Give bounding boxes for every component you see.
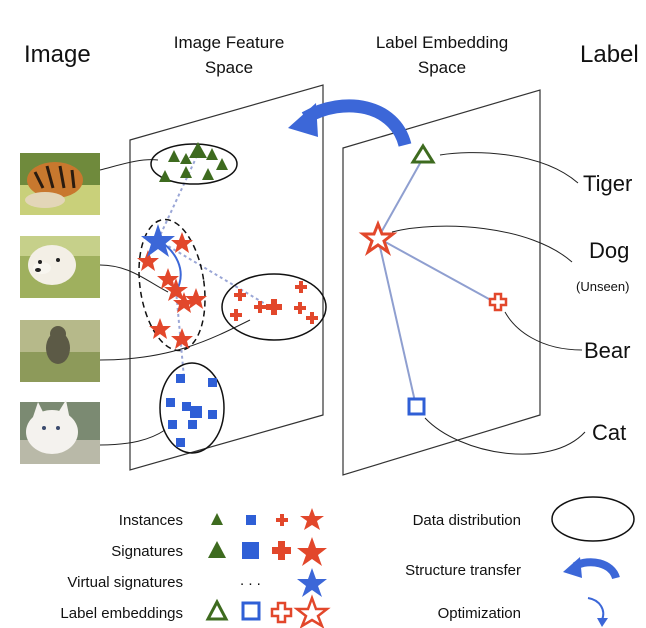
legend-virtual-dots: . . .: [240, 572, 261, 589]
cat-photo: [20, 400, 100, 464]
header-embedding-space-1: Label Embedding: [376, 33, 508, 52]
header-feature-space-1: Image Feature: [174, 33, 285, 52]
header-embedding-space-2: Space: [418, 58, 466, 77]
legend-embeddings-label: Label embeddings: [60, 605, 183, 622]
tiger-instances: [159, 148, 228, 182]
bear-embedding: [488, 292, 508, 312]
legend-distribution-ellipse: [551, 496, 635, 542]
header-label: Label: [580, 41, 639, 68]
legend-embedding-triangle: [205, 598, 229, 621]
legend-signature-triangle: [208, 541, 226, 558]
label-dog: Dog: [589, 238, 629, 263]
legend-structure-label: Structure transfer: [405, 562, 521, 579]
legend-instance-square: [246, 515, 256, 525]
bear-signature: [266, 299, 282, 315]
label-cat: Cat: [592, 420, 626, 445]
legend-virtual-label: Virtual signatures: [67, 574, 183, 591]
cat-signature: [190, 406, 202, 418]
legend-optimization-label: Optimization: [438, 605, 521, 622]
legend-distribution-label: Data distribution: [413, 512, 521, 529]
cat-distribution: [159, 362, 225, 454]
legend-embedding-cross: [270, 601, 293, 624]
cat-embedding: [407, 397, 426, 416]
legend-signature-star: [297, 537, 327, 566]
header-feature-space-2: Space: [205, 58, 253, 77]
tiger-label-connector: [439, 152, 579, 184]
legend-embedding-square: [241, 601, 261, 621]
dog-photo: [20, 236, 100, 298]
dog-label-connector: [391, 225, 573, 263]
legend-virtual-star: [297, 568, 327, 597]
feature-space-plane: [129, 84, 324, 471]
label-tiger: Tiger: [583, 171, 632, 196]
embedding-graph-edges: [377, 157, 499, 407]
dog-virtual-signature: [141, 224, 175, 257]
label-bear: Bear: [584, 338, 630, 363]
structure-transfer-arrow: [288, 99, 412, 148]
legend-signatures-label: Signatures: [111, 543, 183, 560]
dog-signature: [164, 278, 188, 301]
cat-instances: [166, 374, 217, 447]
label-dog-note: (Unseen): [576, 279, 629, 294]
legend-signature-square: [242, 542, 259, 559]
bear-distribution: [221, 273, 327, 341]
tiger-embedding: [410, 143, 436, 164]
legend-instance-star: [300, 508, 324, 530]
header-image: Image: [24, 41, 91, 68]
legend-optimization-arrow: [587, 597, 608, 627]
tiger-distribution: [150, 143, 238, 185]
dog-embedding: [358, 219, 398, 256]
legend-signature-cross: [272, 541, 291, 560]
bear-photo: [20, 320, 100, 382]
legend-instances-label: Instances: [119, 512, 183, 529]
legend-instance-triangle: [211, 513, 223, 525]
cat-label-connector: [424, 417, 586, 455]
embedding-space-plane: [342, 89, 541, 476]
tiger-photo: [20, 153, 100, 215]
tiger-signature: [189, 142, 207, 158]
legend-instance-cross: [276, 514, 288, 526]
feature-structure-edges: [157, 157, 273, 379]
bear-label-connector: [504, 311, 583, 351]
cat-connector: [99, 429, 166, 446]
bear-connector: [99, 319, 251, 361]
legend-structure-arrow: [563, 557, 620, 580]
tiger-connector: [99, 159, 159, 171]
legend-embedding-star: [293, 594, 331, 628]
dog-instances: [137, 232, 207, 349]
dog-connector: [99, 264, 169, 293]
bear-instances: [230, 281, 318, 324]
dog-distribution: [138, 218, 206, 352]
